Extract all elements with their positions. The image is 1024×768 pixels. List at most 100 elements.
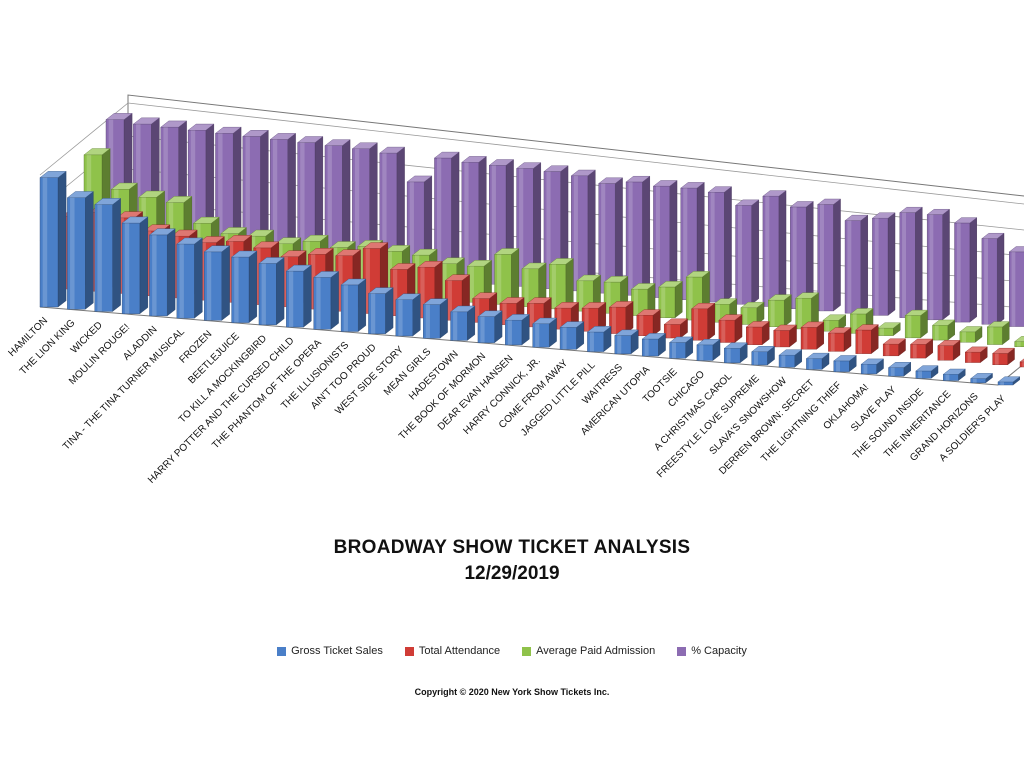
bar-top bbox=[751, 346, 776, 352]
bar-top bbox=[740, 301, 765, 308]
bar-top bbox=[608, 301, 634, 308]
bar-sheen bbox=[190, 130, 196, 260]
bar-sheen bbox=[693, 308, 698, 341]
bar-sheen bbox=[737, 205, 742, 305]
bar-top bbox=[504, 314, 530, 321]
bar-sheen bbox=[206, 251, 212, 321]
bar-sheen bbox=[601, 183, 606, 294]
bar-top bbox=[586, 326, 612, 333]
bar-sheen bbox=[393, 269, 398, 316]
bar-top bbox=[690, 303, 716, 310]
bar-sheen bbox=[524, 268, 529, 307]
bar-top bbox=[773, 324, 798, 331]
bar-top bbox=[493, 248, 520, 255]
bar-top bbox=[795, 292, 820, 299]
bar-sheen bbox=[765, 196, 770, 307]
bar-top bbox=[833, 355, 857, 362]
bar-sheen bbox=[97, 204, 102, 312]
bar-top bbox=[176, 237, 203, 245]
bar-top bbox=[723, 342, 748, 349]
bar-top bbox=[827, 327, 852, 334]
bar-top bbox=[964, 346, 988, 353]
bar-top bbox=[887, 362, 912, 368]
bar-sheen bbox=[902, 212, 906, 318]
bar-top bbox=[253, 241, 280, 249]
bar-top bbox=[718, 314, 743, 321]
bar-top bbox=[280, 250, 307, 257]
bar-side bbox=[303, 264, 312, 328]
bar-top bbox=[83, 148, 111, 156]
bar-side bbox=[724, 186, 732, 303]
legend-swatch-capacity bbox=[677, 646, 687, 656]
bar-top bbox=[817, 198, 842, 205]
bar-sheen bbox=[179, 244, 184, 319]
bar-side bbox=[915, 206, 923, 319]
bar-top bbox=[942, 368, 966, 375]
bar-side bbox=[751, 199, 759, 305]
bar-top bbox=[148, 228, 176, 236]
bar-sheen bbox=[228, 241, 234, 303]
bar-top bbox=[121, 216, 149, 224]
bar-sheen bbox=[863, 364, 868, 374]
bar-sheen bbox=[890, 367, 895, 377]
bar-side bbox=[778, 190, 787, 307]
bar-top bbox=[433, 151, 460, 159]
bar-sheen bbox=[70, 197, 75, 310]
bar-sheen bbox=[119, 217, 124, 294]
bar-top bbox=[970, 373, 994, 379]
legend-swatch-admission bbox=[522, 646, 532, 656]
bar-side bbox=[674, 280, 683, 319]
bar-top bbox=[855, 324, 879, 331]
bar-top bbox=[395, 293, 421, 300]
bar-sheen bbox=[721, 320, 726, 343]
bar-top bbox=[625, 176, 651, 183]
bar-top bbox=[39, 171, 67, 178]
bar-top bbox=[543, 165, 569, 172]
bar-top bbox=[488, 159, 515, 166]
bar-sheen bbox=[557, 308, 562, 330]
bar-top bbox=[521, 262, 547, 270]
bar-sheen bbox=[163, 127, 168, 258]
bar-sheen bbox=[972, 378, 977, 383]
bar-top bbox=[767, 294, 792, 301]
bar-sheen bbox=[579, 280, 584, 312]
bar-sheen bbox=[519, 168, 524, 287]
bar-sheen bbox=[885, 344, 890, 356]
bar-top bbox=[762, 190, 787, 197]
legend-item-admission: Average Paid Admission bbox=[522, 645, 655, 657]
bar-sheen bbox=[469, 266, 474, 303]
bar-sheen bbox=[415, 255, 420, 298]
bar-top bbox=[992, 347, 1016, 354]
bar-top bbox=[877, 322, 901, 329]
bar-top bbox=[915, 365, 939, 372]
bar-sheen bbox=[409, 181, 414, 278]
bar-sheen bbox=[699, 344, 704, 361]
legend-label-gross: Gross Ticket Sales bbox=[291, 645, 383, 657]
bar-sheen bbox=[218, 133, 223, 262]
bar-side bbox=[511, 248, 520, 305]
bar-side bbox=[642, 175, 650, 296]
bar-top bbox=[909, 338, 934, 345]
bar-sheen bbox=[283, 256, 288, 307]
bar-sheen bbox=[776, 330, 780, 347]
bar-top bbox=[477, 310, 503, 317]
bar-top bbox=[548, 258, 574, 265]
bar-sheen bbox=[546, 171, 551, 289]
series-0 bbox=[39, 170, 1021, 386]
bar-sheen bbox=[343, 284, 348, 332]
bar-sheen bbox=[398, 299, 403, 336]
bar-sheen bbox=[666, 324, 671, 339]
bar-sheen bbox=[584, 308, 589, 332]
category-label: BEETLEJUICE bbox=[186, 331, 242, 387]
bar-top bbox=[165, 196, 193, 203]
bar-sheen bbox=[475, 298, 480, 323]
bar-top bbox=[362, 242, 389, 249]
bar-top bbox=[526, 297, 552, 304]
bar-top bbox=[417, 261, 443, 268]
bar-top bbox=[406, 175, 433, 183]
bar-sheen bbox=[491, 165, 496, 285]
bar-top bbox=[997, 376, 1021, 383]
bar-side bbox=[833, 198, 841, 312]
bar-sheen bbox=[437, 158, 442, 280]
